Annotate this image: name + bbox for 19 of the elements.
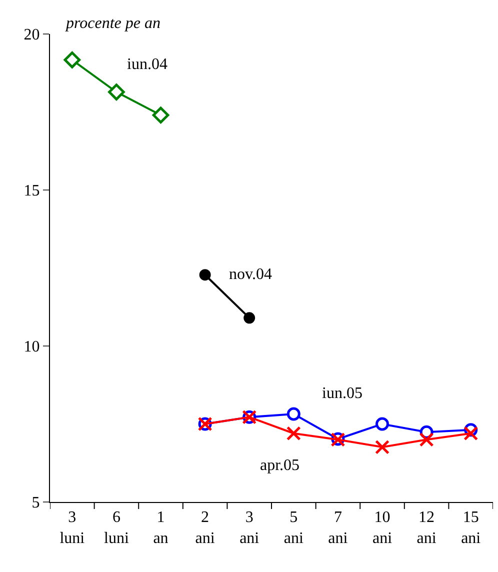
series-label: nov.04 (229, 266, 272, 283)
x-tick-label: 6 luni (104, 509, 130, 547)
y-axis-title: procente pe an (65, 15, 160, 32)
y-tick-label: 15 (24, 182, 40, 200)
series-label: apr.05 (260, 457, 300, 474)
y-tick-label: 20 (24, 26, 40, 44)
x-tick-label: 15 ani (461, 509, 482, 547)
series-label: iun.04 (127, 56, 168, 73)
x-tick-label: 1 an (153, 509, 168, 547)
x-tick-label: 3 ani (240, 509, 260, 547)
x-tick-label: 2 ani (195, 509, 216, 547)
x-tick-label: 12 ani (416, 509, 437, 547)
x-tick-label: 10 ani (372, 509, 393, 547)
x-tick-label: 3 luni (60, 509, 86, 547)
x-tick-label: 5 ani (284, 509, 304, 547)
y-tick-label: 5 (32, 494, 40, 512)
y-tick-label: 10 (24, 338, 40, 356)
series-label: iun.05 (322, 385, 362, 402)
x-tick-label: 7 ani (328, 509, 348, 547)
